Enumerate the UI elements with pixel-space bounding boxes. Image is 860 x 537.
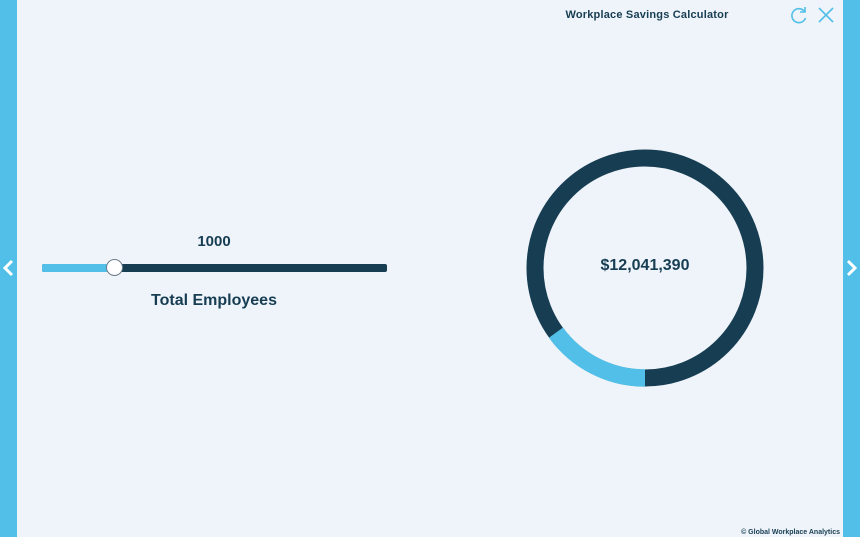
close-icon[interactable] — [816, 5, 836, 25]
slider-label: Total Employees — [151, 292, 277, 309]
donut-highlight-segment — [526, 149, 764, 387]
slider-track[interactable] — [42, 264, 387, 272]
chevron-left-icon[interactable] — [2, 258, 15, 278]
next-nav-bar[interactable] — [843, 0, 860, 537]
refresh-icon[interactable] — [789, 5, 809, 25]
total-savings-value: $12,041,390 — [600, 257, 690, 274]
previous-nav-bar[interactable] — [0, 0, 17, 537]
chevron-right-icon[interactable] — [845, 258, 858, 278]
employees-slider[interactable] — [42, 259, 387, 277]
copyright-footer: © Global Workplace Analytics — [741, 529, 840, 536]
calculator-panel: Workplace Savings Calculator 1000 Total … — [17, 0, 843, 537]
page-title: Workplace Savings Calculator — [565, 9, 729, 21]
employee-count-value: 1000 — [197, 233, 231, 250]
slider-thumb[interactable] — [106, 259, 123, 276]
savings-donut-chart — [526, 149, 764, 387]
slider-fill — [42, 264, 114, 272]
